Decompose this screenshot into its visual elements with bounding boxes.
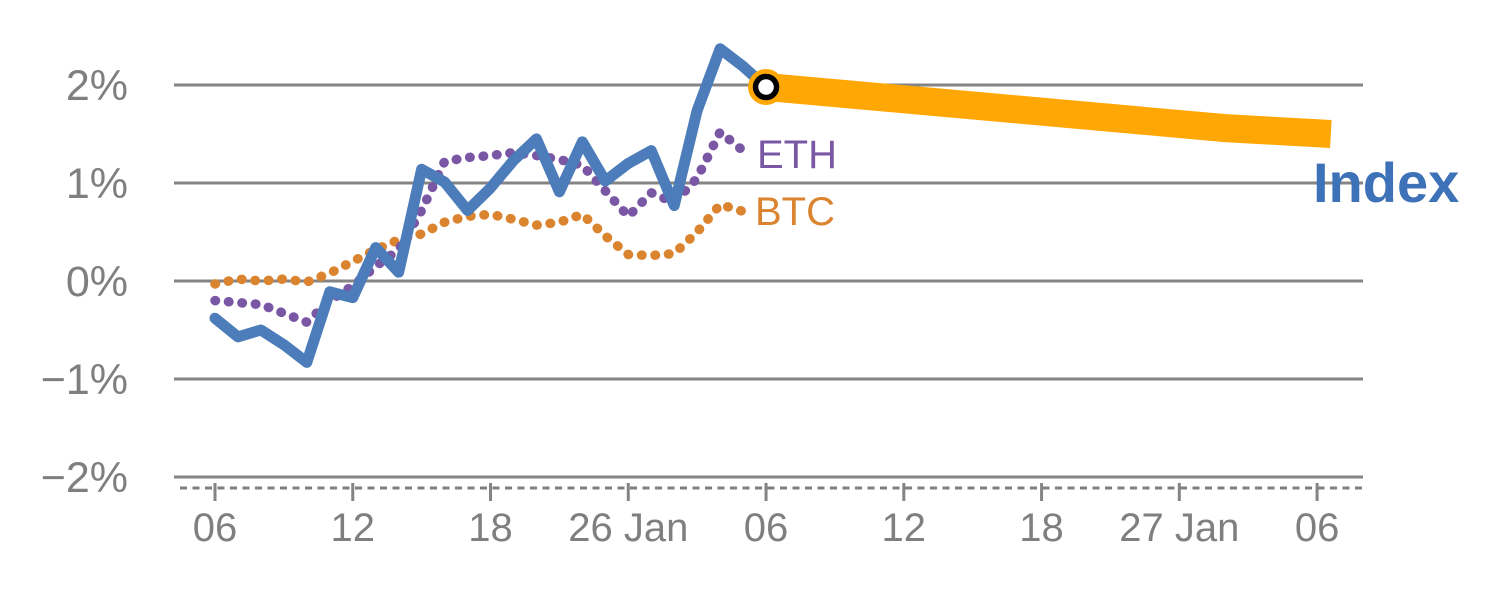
x-tick-label: 18: [468, 506, 513, 550]
series-line-eth-history: [210, 127, 748, 327]
x-axis-major-ticks: [213, 483, 1319, 501]
x-tick-label: 27 Jan: [1119, 506, 1239, 550]
x-axis-labels: 06 12 18 26 Jan 06 12 18 27 Jan 06: [193, 506, 1340, 550]
y-axis-labels: 2% 1% 0% −1% −2%: [41, 62, 128, 502]
series-line-btc-history: [210, 199, 748, 289]
marker-black-ring: [752, 73, 780, 101]
x-tick-label: 12: [882, 506, 927, 550]
x-tick-label: 18: [1019, 506, 1064, 550]
gridlines: [174, 83, 1363, 479]
y-tick-label: −1%: [41, 356, 128, 404]
x-tick-label: 26 Jan: [568, 506, 688, 550]
eth-series-label: ETH: [757, 133, 837, 177]
index-series-label: Index: [1313, 151, 1460, 214]
y-tick-label: 0%: [66, 258, 128, 306]
y-tick-label: −2%: [41, 454, 128, 502]
y-tick-label: 1%: [66, 160, 128, 208]
forecast-start-marker: [748, 68, 785, 105]
x-tick-label: 06: [1295, 506, 1340, 550]
y-tick-label: 2%: [66, 62, 128, 110]
x-tick-label: 06: [744, 506, 789, 550]
x-tick-label: 06: [193, 506, 238, 550]
series-line-index-history: [209, 43, 772, 368]
series-line-index-forecast: [764, 73, 1332, 148]
btc-series-label: BTC: [755, 190, 835, 234]
x-tick-label: 12: [331, 506, 376, 550]
